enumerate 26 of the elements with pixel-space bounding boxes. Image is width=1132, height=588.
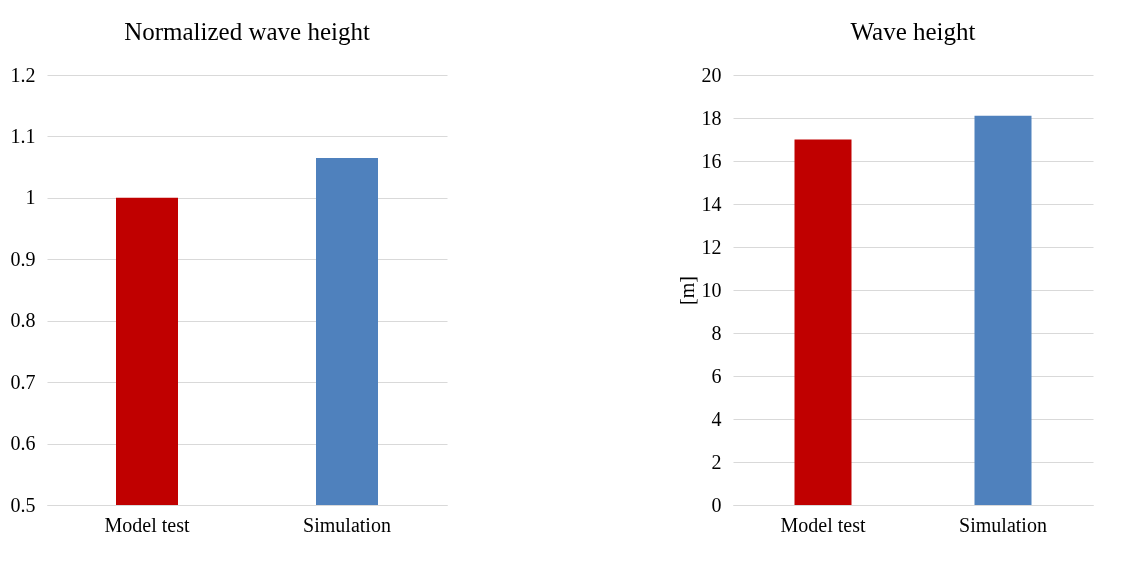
y-tick-label: 20 <box>701 63 722 86</box>
y-tick-label: 6 <box>711 364 722 387</box>
y-tick-label: 16 <box>701 149 722 172</box>
chart-title: Normalized wave height <box>124 18 370 45</box>
y-tick-label: 0.6 <box>10 432 36 455</box>
y-tick-label: 0.5 <box>10 493 36 516</box>
y-tick-label: 2 <box>711 450 722 473</box>
y-tick-label: 0.7 <box>10 370 36 393</box>
y-axis-title: [m] <box>675 276 698 305</box>
y-tick-label: 18 <box>701 106 722 129</box>
y-tick-label: 0 <box>711 493 722 516</box>
y-tick-label: 10 <box>701 278 722 301</box>
y-tick-label: 0.8 <box>10 309 36 332</box>
x-tick-label: Model test <box>780 513 866 536</box>
chart-title: Wave height <box>850 18 976 45</box>
y-tick-label: 1 <box>25 186 36 209</box>
y-tick-label: 0.9 <box>10 247 36 270</box>
x-tick-label: Simulation <box>959 513 1047 536</box>
y-tick-label: 14 <box>701 192 722 215</box>
y-tick-label: 1.1 <box>10 124 36 147</box>
y-tick-label: 1.2 <box>10 63 36 86</box>
x-tick-label: Model test <box>104 513 190 536</box>
y-tick-label: 4 <box>711 407 722 430</box>
x-tick-label: Simulation <box>303 513 391 536</box>
y-tick-label: 8 <box>711 321 722 344</box>
y-tick-label: 12 <box>701 235 722 258</box>
